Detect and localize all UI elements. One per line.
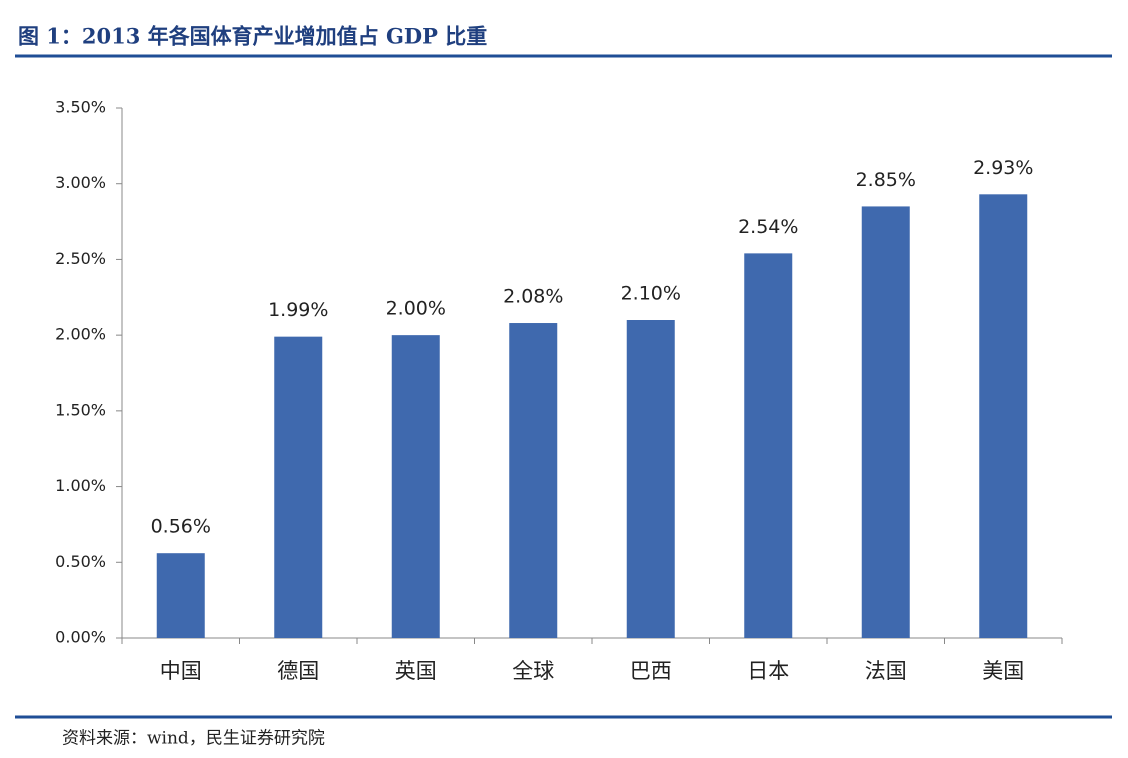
- y-tick-label: 0.00%: [55, 628, 106, 647]
- y-tick-label: 3.50%: [55, 98, 106, 117]
- y-tick-label: 1.50%: [55, 400, 106, 419]
- bar: [861, 206, 910, 638]
- x-tick-label: 巴西: [630, 659, 672, 683]
- bar: [744, 253, 793, 638]
- bar: [274, 336, 323, 638]
- value-label: 2.85%: [856, 169, 916, 191]
- x-tick-label: 法国: [865, 659, 907, 683]
- x-tick-label: 日本: [747, 659, 789, 683]
- value-label: 2.10%: [621, 283, 681, 305]
- x-tick-label: 美国: [982, 659, 1024, 683]
- value-label: 0.56%: [151, 516, 211, 538]
- y-tick-label: 3.00%: [55, 173, 106, 192]
- bar: [509, 323, 558, 638]
- y-tick-label: 2.50%: [55, 249, 106, 268]
- x-tick-label: 中国: [160, 659, 202, 683]
- y-tick-label: 0.50%: [55, 552, 106, 571]
- y-tick-label: 2.00%: [55, 325, 106, 344]
- y-tick-label: 1.00%: [55, 476, 106, 495]
- x-tick-label: 全球: [512, 659, 554, 683]
- source-note: 资料来源：wind，民生证券研究院: [62, 729, 325, 749]
- bar: [156, 553, 205, 638]
- bar: [391, 335, 440, 638]
- bar: [979, 194, 1028, 639]
- x-tick-label: 德国: [277, 659, 319, 683]
- value-label: 2.00%: [386, 298, 446, 320]
- value-label: 2.93%: [973, 157, 1033, 179]
- chart-title: 图 1：2013 年各国体育产业增加值占 GDP 比重: [18, 24, 487, 49]
- bar: [626, 320, 675, 638]
- x-tick-label: 英国: [395, 659, 437, 683]
- value-label: 2.54%: [738, 216, 798, 238]
- value-label: 1.99%: [268, 299, 328, 321]
- value-label: 2.08%: [503, 286, 563, 308]
